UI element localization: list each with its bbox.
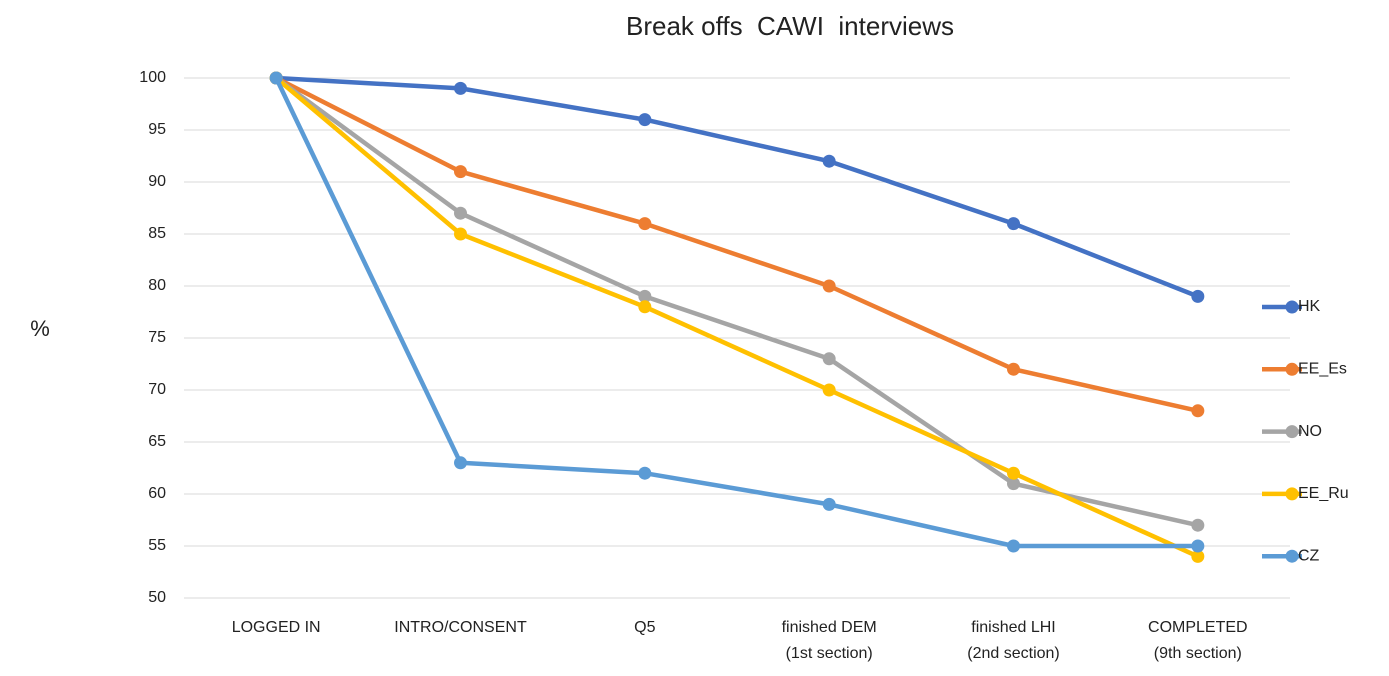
data-point (1007, 477, 1020, 491)
y-axis-label: % (30, 316, 50, 341)
data-point (454, 206, 467, 220)
data-point (822, 352, 836, 366)
legend-marker (1285, 549, 1299, 563)
y-tick-label: 95 (148, 121, 166, 138)
data-point (454, 165, 467, 179)
y-tick-label: 75 (148, 329, 166, 346)
x-tick-label: Q5 (634, 619, 655, 636)
y-tick-label: 80 (148, 277, 166, 294)
data-point (1007, 539, 1020, 553)
data-point (638, 466, 652, 480)
data-point (454, 456, 467, 470)
series-line (276, 75, 1199, 299)
legend-label: EE_Es (1298, 361, 1347, 378)
data-point (1191, 289, 1205, 303)
y-tick-label: 50 (148, 589, 166, 606)
data-point (1191, 539, 1205, 553)
legend-label: CZ (1298, 547, 1320, 564)
x-tick-label: LOGGED IN (232, 619, 321, 636)
data-point (1007, 362, 1020, 376)
x-tick-label: COMPLETED (9th section) (1148, 619, 1248, 662)
data-point (822, 383, 836, 397)
y-tick-label: 100 (139, 69, 166, 86)
legend-marker (1285, 362, 1299, 376)
data-point (822, 154, 836, 168)
y-tick-label: 85 (148, 225, 166, 242)
data-point (1007, 217, 1020, 231)
y-tick-label: 90 (148, 173, 166, 190)
legend-marker (1285, 487, 1299, 501)
data-point (269, 71, 283, 85)
data-point (1191, 518, 1205, 532)
y-tick-label: 65 (148, 433, 166, 450)
x-tick-label: INTRO/CONSENT (394, 619, 527, 636)
data-point (822, 279, 836, 293)
data-point (822, 497, 836, 511)
data-point (638, 300, 652, 314)
x-tick-label: finished DEM (1st section) (782, 619, 877, 662)
legend-marker (1285, 300, 1299, 314)
y-tick-label: 70 (148, 381, 166, 398)
data-point (638, 217, 652, 231)
data-point (1191, 549, 1205, 563)
series-line (275, 75, 1199, 413)
x-tick-label: finished LHI (2nd section) (967, 619, 1060, 662)
chart-title: Break offs CAWI interviews (626, 11, 954, 41)
data-point (638, 113, 652, 127)
series-line (274, 76, 1199, 528)
series-line (274, 76, 1199, 559)
y-tick-label: 60 (148, 485, 166, 502)
legend-marker (1285, 425, 1299, 439)
legend-label: NO (1298, 423, 1322, 440)
data-point (638, 289, 652, 303)
data-point (1007, 466, 1020, 480)
y-tick-label: 55 (148, 537, 166, 554)
legend-label: HK (1298, 298, 1321, 315)
data-point (1191, 404, 1205, 418)
data-point (454, 81, 467, 95)
legend-label: EE_Ru (1298, 485, 1349, 502)
data-point (454, 227, 467, 241)
series-line (274, 77, 1198, 549)
